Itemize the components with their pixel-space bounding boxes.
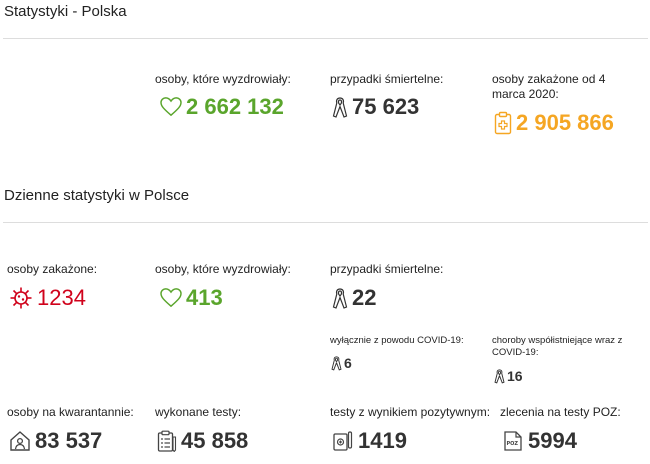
deaths-covid-only-label: wyłącznie z powodu COVID-19: [330,335,464,346]
ribbon-icon [332,97,348,118]
tests-value: 45 858 [181,428,249,453]
total-deaths-value: 75 623 [352,94,420,119]
total-deaths: 75 623 [332,94,419,120]
total-recovered: 2 662 132 [160,94,284,120]
deaths-comorbid-value: 16 [507,368,523,384]
clipboard-medical-icon [494,111,512,135]
divider [3,222,648,223]
deaths-comorbid-label: choroby współistniejące wraz z COVID-19: [492,335,623,358]
poz-orders-label: zlecenia na testy POZ: [500,405,621,419]
positive-tests-value: 1419 [358,428,407,453]
svg-text:POZ: POZ [507,441,519,447]
quarantine: 83 537 [9,428,102,454]
deaths-covid-only: 6 [331,355,352,371]
deaths-covid-only-value: 6 [344,355,352,371]
ribbon-icon [332,288,348,309]
quarantine-value: 83 537 [35,428,103,453]
house-person-icon [10,431,30,451]
positive-tests-label: testy z wynikiem pozytywnym: [330,405,491,419]
poz-orders-value: 5994 [528,428,577,453]
positive-tests: 1419 [332,428,407,454]
ribbon-icon [331,356,342,371]
quarantine-label: osoby na kwarantannie: [7,405,134,419]
total-deaths-label: przypadki śmiertelne: [330,72,444,86]
daily-infected: 1234 [9,285,86,311]
daily-deaths: 22 [332,285,376,311]
test-kit-icon [333,431,353,451]
poz-orders: POZ 5994 [502,428,577,454]
country-section-title: Statystyki - Polska [4,3,127,20]
daily-deaths-value: 22 [352,285,377,310]
daily-recovered: 413 [160,285,223,311]
daily-recovered-label: osoby, które wyzdrowiały: [155,262,291,276]
total-infected-label: osoby zakażone od 4 marca 2020: [492,72,606,101]
virus-icon [10,287,32,309]
daily-recovered-value: 413 [186,285,223,310]
daily-infected-label: osoby zakażone: [7,262,98,276]
poz-doc-icon: POZ [504,431,522,451]
clipboard-list-icon [157,430,177,452]
total-infected: 2 905 866 [494,110,614,136]
tests: 45 858 [157,428,248,454]
heart-icon [160,97,182,117]
daily-infected-value: 1234 [37,285,86,310]
total-recovered-label: osoby, które wyzdrowiały: [155,72,291,86]
total-recovered-value: 2 662 132 [186,94,284,119]
daily-section-title: Dzienne statystyki w Polsce [4,187,190,204]
heart-icon [160,288,182,308]
total-infected-value: 2 905 866 [516,110,614,135]
tests-label: wykonane testy: [155,405,242,419]
ribbon-icon [494,369,505,384]
daily-deaths-label: przypadki śmiertelne: [330,262,444,276]
deaths-comorbid: 16 [494,368,523,384]
divider [3,38,648,39]
